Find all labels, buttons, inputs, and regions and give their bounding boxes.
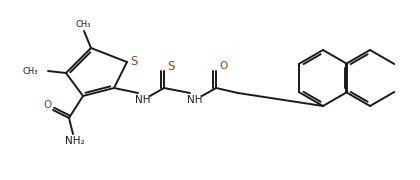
- Text: O: O: [219, 61, 227, 71]
- Text: NH₂: NH₂: [65, 136, 85, 146]
- Text: S: S: [167, 60, 175, 73]
- Text: S: S: [130, 55, 138, 68]
- Text: NH: NH: [135, 95, 151, 105]
- Text: CH₃: CH₃: [75, 19, 91, 28]
- Text: NH: NH: [187, 95, 203, 105]
- Text: CH₃: CH₃: [23, 66, 38, 75]
- Text: O: O: [43, 100, 51, 110]
